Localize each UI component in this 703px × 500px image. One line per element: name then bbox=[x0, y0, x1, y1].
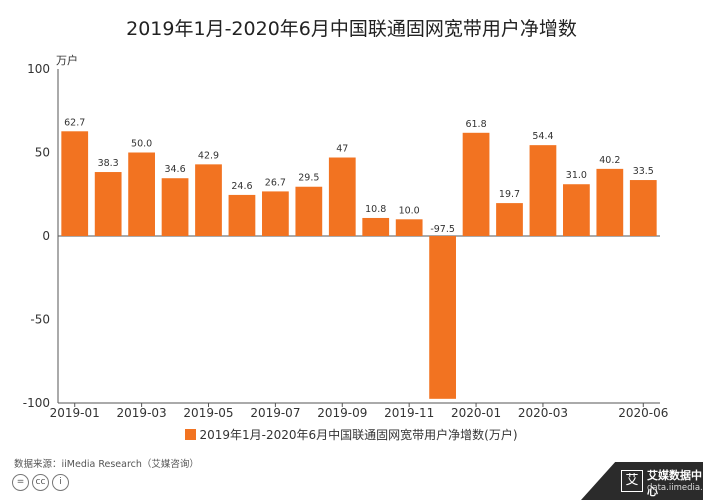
bar bbox=[328, 157, 356, 236]
data-label: 47 bbox=[336, 144, 348, 155]
data-label: 29.5 bbox=[298, 173, 319, 184]
data-label: 34.6 bbox=[164, 164, 185, 175]
data-label: 54.4 bbox=[532, 131, 553, 142]
brand-url: data.iimedia.cn bbox=[647, 483, 703, 493]
bar bbox=[629, 180, 657, 236]
data-label: 31.0 bbox=[566, 170, 587, 181]
bar-chart: 万户 100 50 0 -50 -100 62.7 38.3 50.0 34.6 42.9 24.6 2… bbox=[23, 53, 669, 420]
y-tick-label: 100 bbox=[27, 62, 50, 76]
x-tick-label: 2019-03 bbox=[117, 406, 167, 420]
bar bbox=[462, 132, 490, 236]
legend-label: 2019年1月-2020年6月中国联通固网宽带用户净增数(万户) bbox=[199, 428, 518, 442]
data-label: 10.8 bbox=[365, 204, 386, 215]
data-label: 61.8 bbox=[465, 119, 486, 130]
bar bbox=[195, 164, 222, 236]
legend-swatch bbox=[185, 429, 197, 440]
bar bbox=[362, 217, 390, 236]
x-tick-label: 2019-07 bbox=[250, 406, 300, 420]
bar bbox=[61, 131, 89, 236]
bar bbox=[295, 186, 323, 236]
bar bbox=[228, 194, 256, 236]
source-note: 数据来源：iiMedia Research（艾媒咨询） bbox=[14, 459, 199, 470]
bar bbox=[596, 168, 624, 236]
bar bbox=[262, 191, 289, 236]
data-label: 62.7 bbox=[64, 117, 85, 128]
brand-logo-icon: 艾 bbox=[621, 470, 643, 492]
license-icons: = cc i bbox=[12, 474, 69, 491]
data-label: 19.7 bbox=[499, 189, 520, 200]
bar bbox=[161, 178, 189, 236]
bar bbox=[563, 184, 590, 236]
x-tick-label: 2019-01 bbox=[50, 406, 100, 420]
data-label: 10.0 bbox=[399, 205, 420, 216]
y-unit-label: 万户 bbox=[56, 53, 78, 67]
x-tick-label: 2020-01 bbox=[451, 406, 501, 420]
y-tick-label: -50 bbox=[30, 313, 50, 327]
chart-legend: 2019年1月-2020年6月中国联通固网宽带用户净增数(万户) bbox=[0, 426, 703, 443]
x-tick-label: 2020-06 bbox=[618, 406, 668, 420]
data-label: 50.0 bbox=[131, 139, 152, 150]
data-label: 26.7 bbox=[265, 177, 286, 188]
data-label: 38.3 bbox=[98, 158, 119, 169]
bar bbox=[94, 172, 122, 236]
bar bbox=[429, 236, 456, 399]
brand-name: 艾媒数据中心 bbox=[647, 469, 702, 498]
data-label: 24.6 bbox=[231, 181, 252, 192]
x-tick-label: 2020-03 bbox=[518, 406, 568, 420]
bar bbox=[128, 152, 155, 236]
data-label: 33.5 bbox=[633, 166, 654, 177]
y-tick-label: -100 bbox=[23, 396, 50, 410]
y-tick-label: 0 bbox=[42, 229, 50, 243]
bar bbox=[529, 145, 557, 236]
data-label: 40.2 bbox=[599, 155, 620, 166]
cc-icon: cc bbox=[32, 474, 49, 491]
x-tick-label: 2019-11 bbox=[384, 406, 434, 420]
y-tick-label: 50 bbox=[35, 146, 50, 160]
bar bbox=[395, 219, 423, 236]
chart-title: 2019年1月-2020年6月中国联通固网宽带用户净增数 bbox=[126, 18, 577, 40]
brand-watermark: 艾 艾媒数据中心 data.iimedia.cn bbox=[581, 462, 703, 500]
x-tick-label: 2019-05 bbox=[183, 406, 233, 420]
x-tick-label: 2019-09 bbox=[317, 406, 367, 420]
equal-icon: = bbox=[12, 474, 29, 491]
data-label: 42.9 bbox=[198, 150, 219, 161]
data-label: -97.5 bbox=[430, 224, 455, 235]
info-icon: i bbox=[52, 474, 69, 491]
bar bbox=[496, 203, 523, 236]
